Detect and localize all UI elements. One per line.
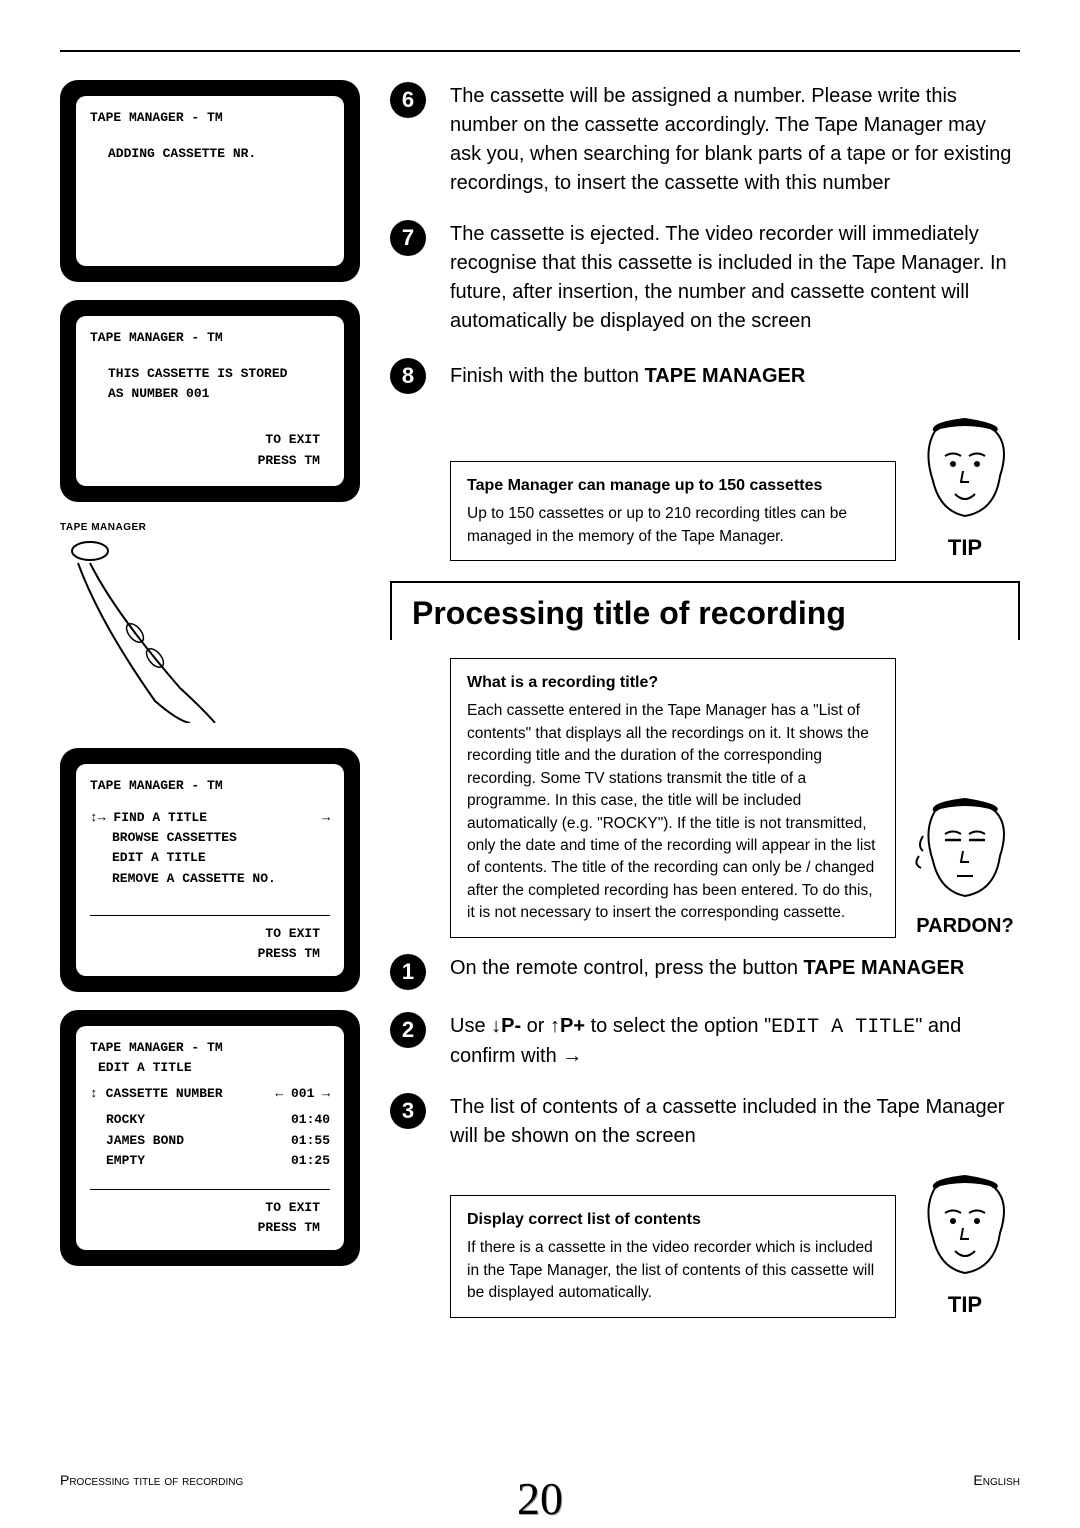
row-label: JAMES BOND	[106, 1131, 184, 1151]
tip-body: Up to 150 cassettes or up to 210 recordi…	[467, 503, 879, 548]
step-text-part: On the remote control, press the button	[450, 957, 804, 979]
row-label: ROCKY	[106, 1110, 145, 1130]
menu-opt: REMOVE A CASSETTE NO.	[90, 869, 330, 889]
step-number: 6	[390, 82, 426, 118]
screen-title: TAPE MANAGER - TM	[90, 328, 330, 348]
pardon-title: What is a recording title?	[467, 671, 879, 694]
pardon-box: What is a recording title? Each cassette…	[450, 658, 1020, 938]
footer-right: English	[973, 1472, 1020, 1488]
tip-label: TIP	[910, 535, 1020, 561]
step-number: 8	[390, 358, 426, 394]
screen-line: THIS CASSETTE IS STORED	[90, 364, 330, 384]
left-column: TAPE MANAGER - TM ADDING CASSETTE NR. TA…	[60, 80, 360, 1284]
row-label: EMPTY	[106, 1151, 145, 1171]
remote-icon	[60, 533, 220, 723]
step-8: 8 Finish with the button TAPE MANAGER	[390, 358, 1020, 394]
screen-exit: PRESS TM	[90, 944, 330, 964]
screen-exit: PRESS TM	[90, 1218, 330, 1238]
screen-exit: TO EXIT	[90, 430, 330, 450]
section-heading: Processing title of recording	[390, 581, 1020, 640]
screen-menu: TAPE MANAGER - TM ↕→ FIND A TITLE → BROW…	[60, 748, 360, 992]
screen-title: TAPE MANAGER - TM	[90, 776, 330, 796]
step-text-part: Use	[450, 1015, 491, 1037]
screen-edit-title: TAPE MANAGER - TM EDIT A TITLE ↕ CASSETT…	[60, 1010, 360, 1266]
screen-exit: TO EXIT	[90, 924, 330, 944]
screen-title: TAPE MANAGER - TM	[90, 1038, 330, 1058]
menu-opt: BROWSE CASSETTES	[90, 828, 330, 848]
pardon-face-icon	[915, 796, 1015, 906]
remote-label: TAPE MANAGER	[60, 522, 220, 533]
footer-left: Processing title of recording	[60, 1472, 243, 1488]
menu-arrow: →	[322, 808, 330, 828]
tip-face-icon	[915, 416, 1015, 526]
menu-opt: EDIT A TITLE	[90, 848, 330, 868]
row-value: 01:55	[291, 1131, 330, 1151]
button-name: TAPE MANAGER	[804, 957, 965, 979]
pardon-body: Each cassette entered in the Tape Manage…	[467, 700, 879, 925]
step-text-part: to select the option "	[585, 1015, 771, 1037]
screen-exit: TO EXIT	[90, 1198, 330, 1218]
step-3: 3 The list of contents of a cassette inc…	[390, 1093, 1020, 1151]
tip-body: If there is a cassette in the video reco…	[467, 1237, 879, 1304]
tip-face-icon	[915, 1173, 1015, 1283]
step-1: 1 On the remote control, press the butto…	[390, 954, 1020, 990]
step-7: 7 The cassette is ejected. The video rec…	[390, 220, 1020, 336]
step-text: The cassette will be assigned a number. …	[450, 82, 1020, 198]
tip-box-1: Tape Manager can manage up to 150 casset…	[450, 416, 1020, 561]
screen-adding-cassette: TAPE MANAGER - TM ADDING CASSETTE NR.	[60, 80, 360, 282]
step-number: 2	[390, 1012, 426, 1048]
screen-line: ADDING CASSETTE NR.	[90, 144, 330, 164]
key-name: ↑P+	[550, 1015, 585, 1037]
top-rule	[60, 50, 1020, 52]
footer-page-number: 20	[517, 1472, 563, 1525]
tip-title: Tape Manager can manage up to 150 casset…	[467, 474, 879, 497]
row-label: CASSETTE NUMBER	[106, 1086, 223, 1101]
screen-stored-number: TAPE MANAGER - TM THIS CASSETTE IS STORE…	[60, 300, 360, 502]
menu-option-name: EDIT A TITLE	[771, 1016, 915, 1039]
screen-line: AS NUMBER 001	[90, 384, 330, 404]
step-6: 6 The cassette will be assigned a number…	[390, 82, 1020, 198]
menu-opt: FIND A TITLE	[113, 810, 207, 825]
step-text: The list of contents of a cassette inclu…	[450, 1093, 1020, 1151]
step-text: Finish with the button TAPE MANAGER	[450, 362, 1020, 391]
screen-exit: PRESS TM	[90, 451, 330, 471]
row-value: ← 001 →	[275, 1084, 330, 1104]
row-value: 01:25	[291, 1151, 330, 1171]
step-text: Use ↓P- or ↑P+ to select the option "EDI…	[450, 1012, 1020, 1071]
page-footer: Processing title of recording 20 English	[60, 1472, 1020, 1488]
step-number: 1	[390, 954, 426, 990]
tip-box-2: Display correct list of contents If ther…	[450, 1173, 1020, 1318]
step-2: 2 Use ↓P- or ↑P+ to select the option "E…	[390, 1012, 1020, 1071]
tip-label: TIP	[910, 1292, 1020, 1318]
step-text-part: or	[521, 1015, 550, 1037]
pardon-label: PARDON?	[910, 915, 1020, 938]
key-name: ↓P-	[491, 1015, 521, 1037]
row-value: 01:40	[291, 1110, 330, 1130]
screen-subtitle: EDIT A TITLE	[90, 1058, 330, 1078]
right-column: 6 The cassette will be assigned a number…	[390, 82, 1020, 1318]
heading-text: Processing title of recording	[412, 595, 998, 632]
remote-illustration: TAPE MANAGER	[60, 522, 220, 728]
step-number: 3	[390, 1093, 426, 1129]
screen-title: TAPE MANAGER - TM	[90, 108, 330, 128]
button-name: TAPE MANAGER	[645, 365, 806, 387]
step-number: 7	[390, 220, 426, 256]
step-text: The cassette is ejected. The video recor…	[450, 220, 1020, 336]
step-text-part: Finish with the button	[450, 365, 645, 387]
step-text: On the remote control, press the button …	[450, 954, 1020, 990]
tip-title: Display correct list of contents	[467, 1208, 879, 1231]
